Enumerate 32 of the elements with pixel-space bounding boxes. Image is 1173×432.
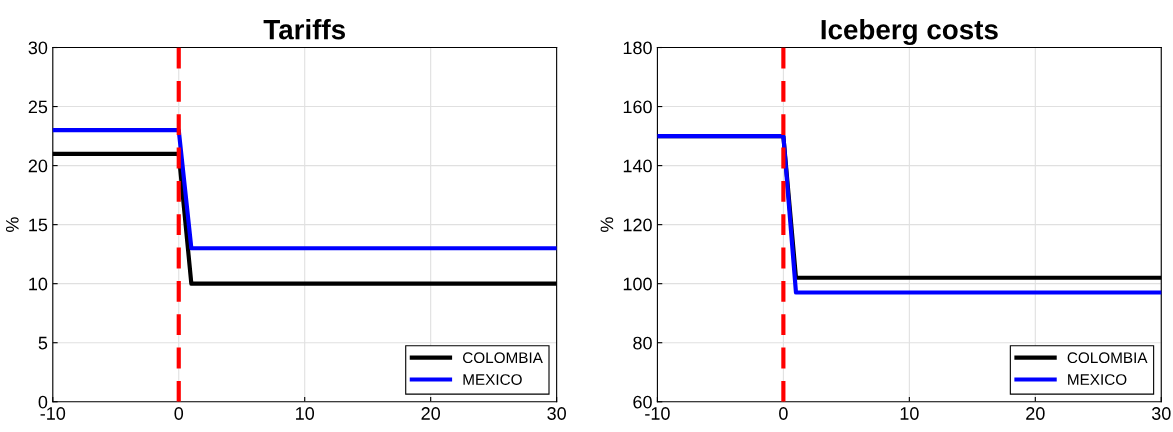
y-tick-label: 100 (623, 277, 652, 291)
x-tick-label: 0 (174, 407, 184, 420)
x-tick-label: 0 (779, 407, 788, 420)
x-tick-label: -10 (645, 407, 670, 420)
y-tick-label: 80 (633, 336, 652, 350)
y-tick-label: 5 (38, 336, 48, 350)
x-tick-label: 10 (296, 407, 315, 420)
y-axis-title: % (600, 217, 614, 233)
y-tick-label: 10 (29, 277, 48, 291)
x-tick-label: 20 (421, 407, 441, 420)
y-tick-label: 30 (28, 41, 48, 55)
y-tick-label: 160 (623, 100, 652, 114)
legend-label: MEXICO (1068, 374, 1127, 385)
y-tick-label: 180 (623, 41, 652, 55)
chart-title: Tariffs (263, 19, 345, 40)
y-tick-label: 0 (38, 395, 48, 409)
y-tick-label: 140 (623, 159, 652, 173)
x-tick-label: 10 (900, 407, 919, 420)
x-tick-label: 30 (1151, 407, 1171, 420)
y-tick-label: 120 (623, 218, 652, 232)
y-tick-label: 25 (28, 100, 48, 114)
legend-label: COLOMBIA (1067, 352, 1148, 364)
chart-title: Iceberg costs (821, 19, 998, 46)
y-tick-label: 20 (28, 159, 48, 173)
legend-label: COLOMBIA (463, 352, 543, 364)
x-tick-label: 20 (1026, 407, 1045, 420)
y-tick-label: 15 (29, 218, 48, 232)
y-tick-label: 60 (633, 395, 652, 409)
x-tick-label: 30 (547, 407, 566, 420)
legend-label: MEXICO (463, 374, 522, 385)
x-tick-label: -10 (40, 407, 66, 420)
y-axis-title: % (6, 217, 19, 233)
